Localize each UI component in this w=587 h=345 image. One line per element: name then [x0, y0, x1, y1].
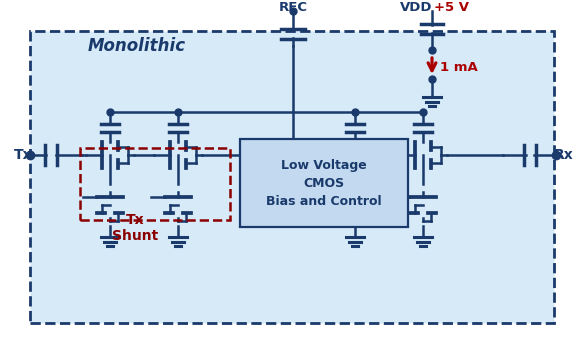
Text: Tx
Shunt: Tx Shunt: [112, 213, 158, 243]
Text: Monolithic: Monolithic: [88, 37, 186, 55]
Text: +5 V: +5 V: [434, 1, 469, 14]
FancyBboxPatch shape: [30, 31, 554, 323]
Text: Tx: Tx: [14, 148, 33, 162]
Text: RFC: RFC: [278, 1, 308, 14]
Text: VDD: VDD: [400, 1, 432, 14]
Text: 1 mA: 1 mA: [440, 60, 478, 73]
Text: Rx: Rx: [554, 148, 574, 162]
Text: Low Voltage
CMOS
Bias and Control: Low Voltage CMOS Bias and Control: [266, 158, 382, 207]
FancyBboxPatch shape: [240, 139, 408, 227]
